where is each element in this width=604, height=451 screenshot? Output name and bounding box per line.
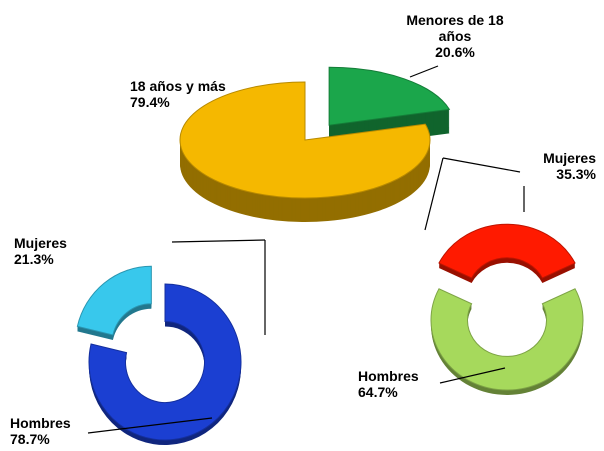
donut-segment <box>438 223 576 279</box>
data-label: Mujeres 35.3% <box>500 150 596 182</box>
leader-line <box>87 417 213 434</box>
label-value: 64.7% <box>358 384 398 400</box>
pie-slice <box>179 81 431 199</box>
donut-segment <box>88 283 242 441</box>
label-name: Hombres <box>10 415 71 431</box>
donut-segment <box>430 288 584 391</box>
data-label: Hombres 78.7% <box>10 415 110 447</box>
leader-line <box>409 65 439 78</box>
leader-line <box>439 367 506 384</box>
data-label: Hombres 64.7% <box>358 368 458 400</box>
label-name: Mujeres <box>14 235 67 251</box>
label-value: 20.6% <box>435 44 475 60</box>
connector <box>171 239 266 243</box>
label-name: Hombres <box>358 368 419 384</box>
connector <box>442 157 521 173</box>
label-name: Menores de 18 años <box>406 12 504 44</box>
label-value: 21.3% <box>14 251 54 267</box>
data-label: 18 años y más 79.4% <box>130 78 230 110</box>
label-name: Mujeres <box>543 150 596 166</box>
marks <box>76 66 584 445</box>
label-value: 78.7% <box>10 431 50 447</box>
donut-segment <box>76 265 152 336</box>
label-value: 79.4% <box>130 94 170 110</box>
connector <box>424 157 444 231</box>
data-label: Mujeres 21.3% <box>14 235 114 267</box>
label-name: 18 años y más <box>130 78 226 94</box>
pie-slice <box>328 66 451 126</box>
data-label: Menores de 18 años 20.6% <box>395 12 515 60</box>
label-value: 35.3% <box>556 166 596 182</box>
connectors <box>87 65 525 434</box>
